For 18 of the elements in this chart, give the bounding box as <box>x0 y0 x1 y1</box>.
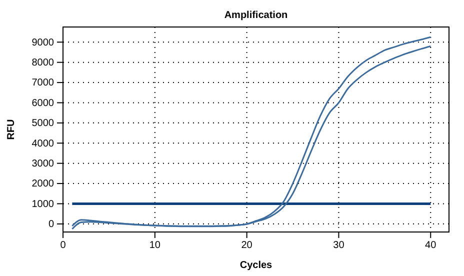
y-tick-label: 7000 <box>32 78 54 89</box>
y-tick-label: 0 <box>48 219 54 230</box>
x-tick-label: 10 <box>149 240 161 252</box>
x-tick-label: 40 <box>425 240 437 252</box>
y-tick-label: 6000 <box>32 98 54 109</box>
y-tick-label: 4000 <box>32 138 54 150</box>
y-tick-label: 1000 <box>32 198 54 210</box>
x-tick-label: 0 <box>60 240 66 252</box>
y-tick-label: 3000 <box>32 158 54 170</box>
y-axis-title: RFU <box>6 119 17 140</box>
y-tick-label: 2000 <box>32 178 54 190</box>
x-tick-label: 30 <box>333 240 345 252</box>
x-tick-label: 20 <box>241 240 253 252</box>
y-tick-label: 5000 <box>32 118 54 130</box>
y-tick-label: 8000 <box>32 58 54 69</box>
chart-title: Amplification <box>224 10 288 21</box>
x-axis-title: Cycles <box>240 260 273 271</box>
y-tick-label: 9000 <box>32 37 54 48</box>
